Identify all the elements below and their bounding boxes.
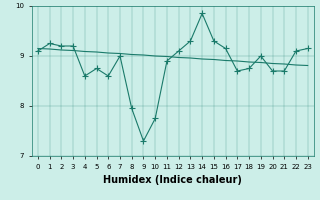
X-axis label: Humidex (Indice chaleur): Humidex (Indice chaleur)	[103, 175, 242, 185]
